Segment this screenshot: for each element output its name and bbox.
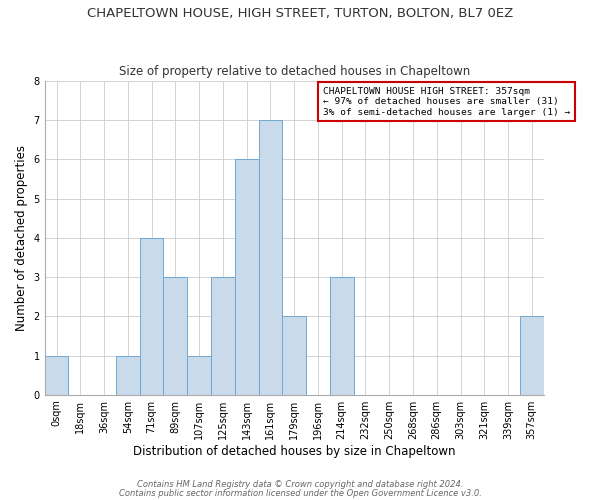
Bar [235,160,259,394]
Text: CHAPELTOWN HOUSE HIGH STREET: 357sqm
← 97% of detached houses are smaller (31)
3: CHAPELTOWN HOUSE HIGH STREET: 357sqm ← 9… [323,87,570,117]
Text: Contains HM Land Registry data © Crown copyright and database right 2024.: Contains HM Land Registry data © Crown c… [137,480,463,489]
Bar [140,238,163,394]
Bar [44,356,68,395]
Title: Size of property relative to detached houses in Chapeltown: Size of property relative to detached ho… [119,66,470,78]
Bar [211,277,235,394]
Text: Contains public sector information licensed under the Open Government Licence v3: Contains public sector information licen… [119,488,481,498]
Bar [187,356,211,395]
Bar [282,316,306,394]
Bar [330,277,353,394]
Text: CHAPELTOWN HOUSE, HIGH STREET, TURTON, BOLTON, BL7 0EZ: CHAPELTOWN HOUSE, HIGH STREET, TURTON, B… [87,8,513,20]
Bar [520,316,544,394]
X-axis label: Distribution of detached houses by size in Chapeltown: Distribution of detached houses by size … [133,444,455,458]
Bar [163,277,187,394]
Y-axis label: Number of detached properties: Number of detached properties [15,145,28,331]
Bar [116,356,140,395]
Bar [259,120,282,394]
